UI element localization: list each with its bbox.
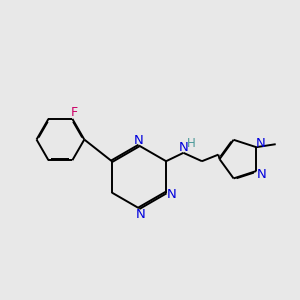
Text: N: N (178, 141, 188, 154)
Text: N: N (167, 188, 176, 200)
Text: N: N (257, 168, 266, 181)
Text: F: F (71, 106, 78, 119)
Text: N: N (134, 134, 144, 147)
Text: H: H (187, 137, 195, 150)
Text: N: N (136, 208, 145, 221)
Text: N: N (256, 137, 266, 150)
